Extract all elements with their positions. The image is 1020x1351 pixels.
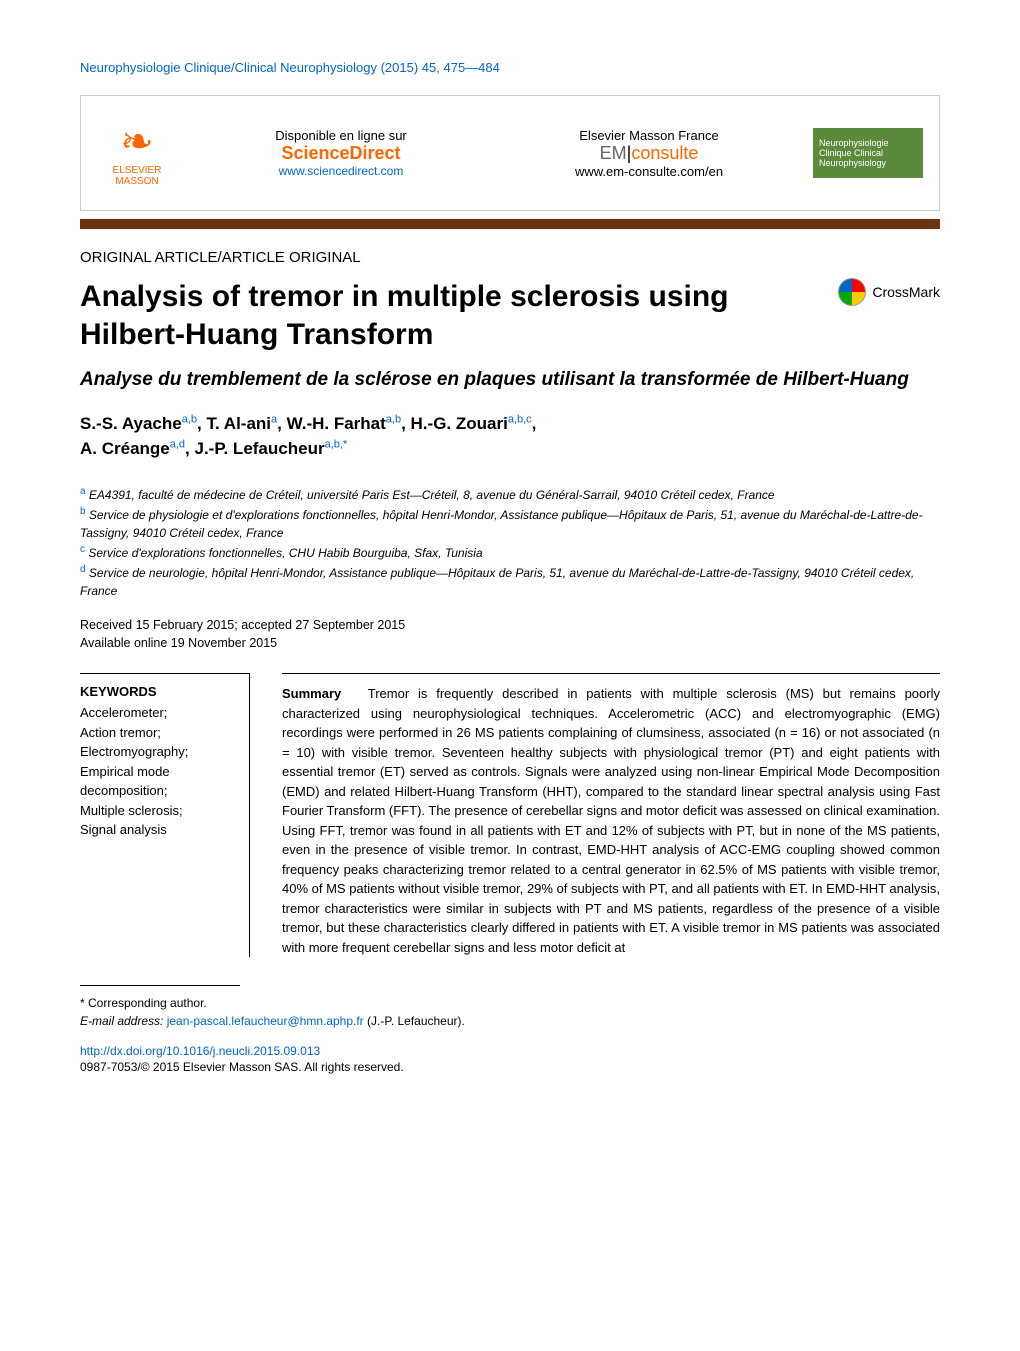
summary-text: Tremor is frequently described in patien… — [282, 686, 940, 955]
author-2: T. Al-ani — [206, 414, 271, 433]
article-title: Analysis of tremor in multiple sclerosis… — [80, 278, 818, 353]
disponible-label: Disponible en ligne sur — [197, 128, 485, 143]
keywords-heading: KEYWORDS — [80, 684, 235, 699]
author-1: S.-S. Ayache — [80, 414, 182, 433]
affiliation-b: b Service de physiologie et d'exploratio… — [80, 504, 940, 542]
author-5: A. Créange — [80, 439, 170, 458]
email-label: E-mail address: — [80, 1014, 163, 1028]
author-6: J.-P. Lefaucheur — [195, 439, 325, 458]
affiliation-a-text: EA4391, faculté de médecine de Créteil, … — [89, 488, 775, 502]
author-3-aff: a,b — [386, 413, 401, 425]
divider-bar — [80, 219, 940, 229]
corresponding-author-block: * Corresponding author. E-mail address: … — [80, 994, 940, 1030]
article-dates: Received 15 February 2015; accepted 27 S… — [80, 616, 940, 654]
keywords-list: Accelerometer; Action tremor; Electromyo… — [80, 703, 235, 840]
authors-list: S.-S. Ayachea,b, T. Al-ania, W.-H. Farha… — [80, 411, 940, 462]
keywords-column: KEYWORDS Accelerometer; Action tremor; E… — [80, 673, 250, 957]
author-3: W.-H. Farhat — [287, 414, 386, 433]
affiliation-c: c Service d'explorations fonctionnelles,… — [80, 542, 940, 562]
emconsulte-block: Elsevier Masson France EM|consulte www.e… — [505, 128, 793, 179]
crossmark-badge[interactable]: CrossMark — [838, 278, 940, 306]
elsevier-logo: ❧ ELSEVIER MASSON — [97, 108, 177, 198]
affiliation-c-text: Service d'explorations fonctionnelles, C… — [88, 546, 482, 560]
affiliations-block: a EA4391, faculté de médecine de Créteil… — [80, 484, 940, 600]
affiliation-d-text: Service de neurologie, hôpital Henri-Mon… — [80, 566, 914, 598]
footnote-separator — [80, 985, 240, 986]
article-type: ORIGINAL ARTICLE/ARTICLE ORIGINAL — [80, 249, 940, 266]
summary-column: Summary Tremor is frequently described i… — [282, 673, 940, 957]
emconsulte-url[interactable]: www.em-consulte.com/en — [505, 164, 793, 179]
author-6-aff: a,b,* — [325, 438, 348, 450]
copyright-line: 0987-7053/© 2015 Elsevier Masson SAS. Al… — [80, 1060, 940, 1074]
affiliation-b-text: Service de physiologie et d'explorations… — [80, 508, 923, 540]
author-4-aff: a,b,c — [508, 413, 532, 425]
author-5-aff: a,d — [170, 438, 185, 450]
emconsulte-brand: EM|consulte — [505, 143, 793, 164]
journal-reference: Neurophysiologie Clinique/Clinical Neuro… — [80, 60, 940, 75]
affiliation-a: a EA4391, faculté de médecine de Créteil… — [80, 484, 940, 504]
consulte-text: consulte — [631, 143, 698, 163]
summary-label: Summary — [282, 686, 341, 701]
author-4: H.-G. Zouari — [411, 414, 508, 433]
sciencedirect-block: Disponible en ligne sur ScienceDirect ww… — [197, 128, 485, 178]
corresponding-label: * Corresponding author. — [80, 994, 940, 1012]
received-accepted: Received 15 February 2015; accepted 27 S… — [80, 616, 940, 635]
crossmark-label: CrossMark — [872, 284, 940, 300]
article-subtitle-fr: Analyse du tremblement de la sclérose en… — [80, 367, 940, 393]
available-online: Available online 19 November 2015 — [80, 634, 940, 653]
sciencedirect-brand: ScienceDirect — [197, 143, 485, 164]
elsevier-text: ELSEVIER — [113, 165, 162, 176]
corresponding-name-suffix: (J.-P. Lefaucheur). — [367, 1014, 465, 1028]
tree-icon: ❧ — [120, 119, 154, 165]
em-france-label: Elsevier Masson France — [505, 128, 793, 143]
em-text: EM — [600, 143, 627, 163]
crossmark-icon — [838, 278, 866, 306]
masson-text: MASSON — [115, 176, 158, 187]
abstract-section: KEYWORDS Accelerometer; Action tremor; E… — [80, 673, 940, 957]
author-1-aff: a,b — [182, 413, 197, 425]
publisher-header: ❧ ELSEVIER MASSON Disponible en ligne su… — [80, 95, 940, 211]
journal-cover-badge: Neurophysiologie Clinique Clinical Neuro… — [813, 128, 923, 178]
author-2-aff: a — [271, 413, 277, 425]
sciencedirect-url[interactable]: www.sciencedirect.com — [197, 164, 485, 178]
doi-link[interactable]: http://dx.doi.org/10.1016/j.neucli.2015.… — [80, 1044, 940, 1058]
corresponding-email[interactable]: jean-pascal.lefaucheur@hmn.aphp.fr — [167, 1014, 364, 1028]
affiliation-d: d Service de neurologie, hôpital Henri-M… — [80, 562, 940, 600]
